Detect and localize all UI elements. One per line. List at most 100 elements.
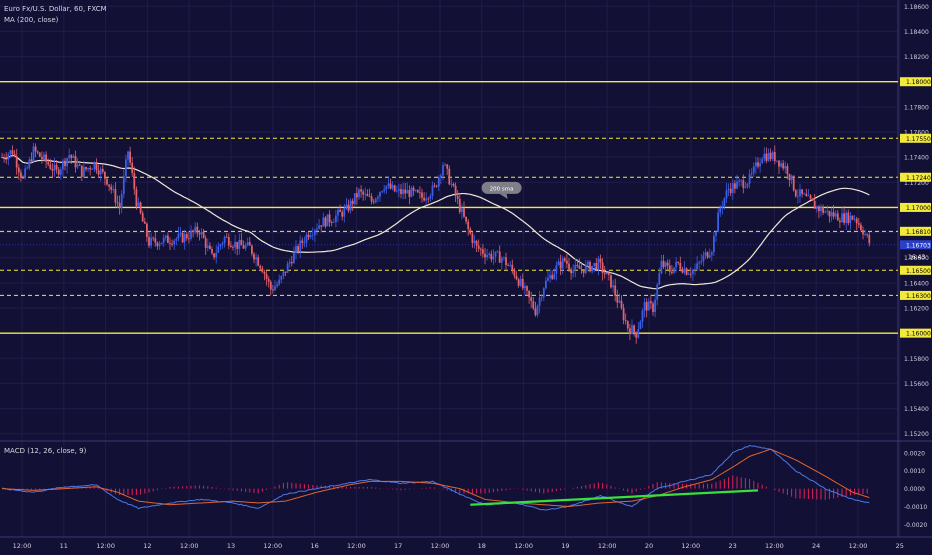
candle-body bbox=[181, 232, 184, 243]
last-price-tag bbox=[900, 240, 931, 250]
candle-body bbox=[269, 281, 272, 290]
ma-label-bubble bbox=[481, 181, 522, 194]
candle-body bbox=[248, 242, 251, 246]
candle-body bbox=[154, 238, 157, 243]
time-tick-label: 12:00 bbox=[514, 542, 533, 550]
candle-body bbox=[339, 209, 341, 212]
candle-body bbox=[656, 284, 659, 300]
candle-body bbox=[448, 168, 451, 185]
candle-body bbox=[404, 189, 407, 194]
time-tick-label: 12:00 bbox=[681, 542, 700, 550]
candle-body bbox=[475, 240, 478, 246]
candle-body bbox=[66, 158, 68, 167]
price-tick-label: 1.17400 bbox=[904, 155, 929, 162]
candle-body bbox=[15, 155, 18, 168]
candle-body bbox=[183, 234, 186, 243]
candle-body bbox=[589, 261, 591, 272]
candle-body bbox=[13, 153, 16, 156]
candle-body bbox=[572, 270, 575, 274]
candle-body bbox=[473, 240, 476, 243]
candle-body bbox=[824, 211, 827, 213]
candle-body bbox=[664, 262, 667, 267]
candle-body bbox=[276, 284, 278, 287]
candle-body bbox=[778, 160, 780, 167]
candle-body bbox=[223, 236, 226, 244]
candle-body bbox=[553, 273, 556, 279]
candle-body bbox=[368, 196, 371, 197]
candle-body bbox=[400, 189, 402, 194]
candle-body bbox=[505, 257, 507, 266]
candle-body bbox=[463, 208, 465, 217]
ma-value-label: 16:43 bbox=[908, 254, 925, 261]
candle-body bbox=[412, 187, 415, 191]
candle-body bbox=[635, 331, 638, 338]
candle-body bbox=[204, 238, 207, 248]
candle-body bbox=[38, 152, 41, 157]
candle-body bbox=[219, 244, 222, 247]
candle-body bbox=[702, 255, 705, 262]
candle-body bbox=[637, 329, 640, 338]
price-tick-label: 1.17800 bbox=[904, 104, 929, 111]
candle-body bbox=[425, 198, 428, 201]
level-price-label: 1.17240 bbox=[906, 175, 931, 182]
candle-body bbox=[76, 164, 79, 168]
candle-body bbox=[580, 268, 583, 270]
candle-body bbox=[104, 171, 106, 179]
candle-body bbox=[343, 208, 346, 217]
candle-body bbox=[335, 215, 337, 223]
candle-body bbox=[280, 276, 283, 280]
candle-body bbox=[490, 253, 493, 260]
candle-body bbox=[68, 155, 71, 159]
candle-body bbox=[32, 146, 35, 162]
time-tick-label: 13 bbox=[227, 542, 235, 550]
macd-tick-label: -0.0020 bbox=[904, 522, 927, 529]
candle-body bbox=[78, 164, 81, 166]
candle-body bbox=[53, 164, 56, 171]
candle-body bbox=[211, 248, 213, 254]
candle-body bbox=[805, 193, 808, 197]
candle-body bbox=[259, 265, 262, 269]
candle-body bbox=[381, 191, 383, 193]
candle-body bbox=[120, 194, 123, 208]
candle-body bbox=[240, 239, 243, 246]
candle-body bbox=[171, 243, 173, 245]
candle-body bbox=[421, 192, 423, 198]
candle-body bbox=[28, 159, 31, 168]
candle-body bbox=[232, 246, 234, 248]
candle-body bbox=[639, 321, 642, 330]
candle-body bbox=[177, 233, 180, 239]
candle-body bbox=[194, 226, 197, 232]
candle-body bbox=[782, 163, 785, 169]
candle-body bbox=[179, 232, 182, 234]
candle-body bbox=[419, 192, 421, 194]
candle-body bbox=[351, 200, 354, 204]
candle-body bbox=[469, 229, 472, 234]
candle-body bbox=[727, 188, 730, 191]
candle-body bbox=[435, 185, 438, 187]
candle-body bbox=[671, 271, 673, 273]
candle-body bbox=[72, 156, 75, 158]
candle-body bbox=[87, 167, 89, 170]
price-tick-label: 1.17600 bbox=[904, 130, 929, 137]
candle-body bbox=[545, 280, 547, 289]
candle-body bbox=[822, 207, 824, 213]
candle-body bbox=[135, 189, 138, 207]
candle-body bbox=[511, 264, 514, 270]
candle-body bbox=[160, 242, 163, 244]
candle-body bbox=[765, 153, 768, 161]
candle-body bbox=[534, 308, 537, 316]
candle-body bbox=[215, 252, 218, 258]
candle-body bbox=[112, 189, 115, 190]
candle-body bbox=[557, 261, 560, 266]
candle-body bbox=[561, 258, 564, 269]
candle-body bbox=[719, 207, 722, 213]
candle-body bbox=[263, 272, 266, 275]
candle-body bbox=[377, 196, 379, 199]
candle-body bbox=[603, 273, 606, 275]
candle-body bbox=[471, 233, 474, 243]
candle-body bbox=[622, 308, 625, 321]
candle-body bbox=[322, 217, 325, 227]
candle-body bbox=[295, 246, 297, 253]
candle-body bbox=[408, 190, 411, 197]
